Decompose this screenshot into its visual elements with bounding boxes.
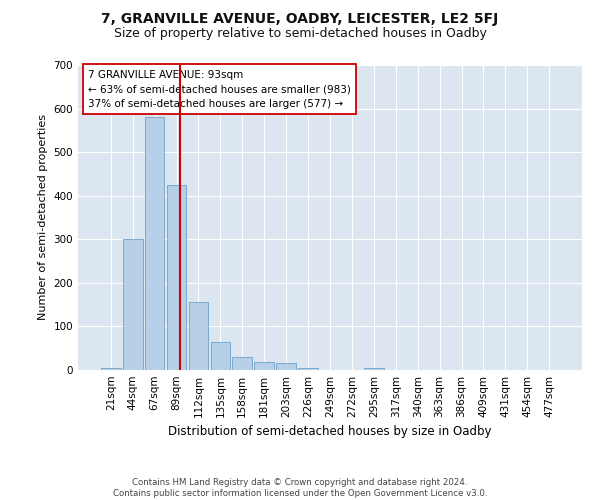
Bar (254, 362, 274, 370)
Y-axis label: Number of semi-detached properties: Number of semi-detached properties (38, 114, 48, 320)
Bar (276, 364, 296, 370)
Text: 7, GRANVILLE AVENUE, OADBY, LEICESTER, LE2 5FJ: 7, GRANVILLE AVENUE, OADBY, LEICESTER, L… (101, 12, 499, 26)
Bar (188, 302, 208, 370)
Bar (145, 118, 164, 370)
Text: Contains HM Land Registry data © Crown copyright and database right 2024.
Contai: Contains HM Land Registry data © Crown c… (113, 478, 487, 498)
Bar (364, 368, 384, 370)
Bar (167, 185, 187, 370)
Bar (123, 240, 143, 370)
Text: 7 GRANVILLE AVENUE: 93sqm
← 63% of semi-detached houses are smaller (983)
37% of: 7 GRANVILLE AVENUE: 93sqm ← 63% of semi-… (88, 70, 351, 109)
Bar (232, 357, 252, 370)
Text: Size of property relative to semi-detached houses in Oadby: Size of property relative to semi-detach… (113, 28, 487, 40)
Bar (211, 342, 230, 370)
Bar (101, 368, 121, 370)
Bar (298, 368, 318, 370)
X-axis label: Distribution of semi-detached houses by size in Oadby: Distribution of semi-detached houses by … (168, 426, 492, 438)
